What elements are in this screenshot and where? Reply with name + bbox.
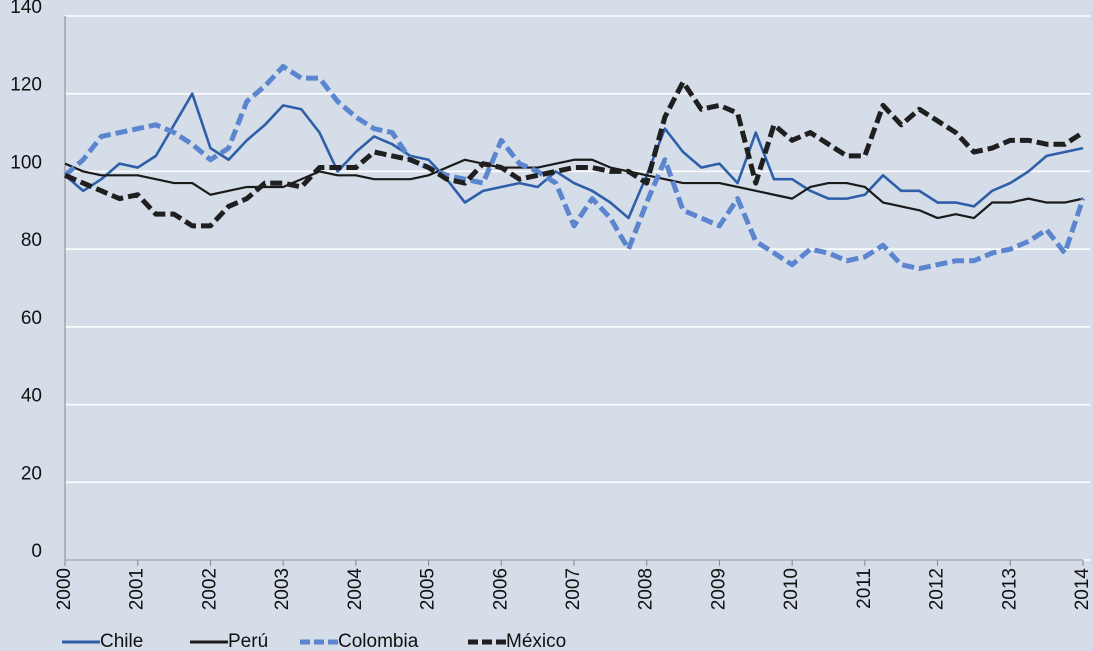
series-line xyxy=(63,64,1086,272)
x-tick-label: 2012 xyxy=(927,568,948,610)
y-tick-label: 120 xyxy=(10,75,42,96)
y-tick-label: 80 xyxy=(21,230,42,251)
legend-label: México xyxy=(506,631,566,651)
x-tick-label: 2001 xyxy=(127,568,148,610)
x-tick-label: 2011 xyxy=(854,568,875,609)
y-tick-label: 0 xyxy=(31,541,42,562)
y-tick-label: 20 xyxy=(21,463,42,484)
x-tick-label: 2000 xyxy=(54,568,75,610)
y-tick-label: 140 xyxy=(10,0,42,18)
legend-label: Colombia xyxy=(338,631,419,651)
series-line xyxy=(64,79,1085,229)
series-line xyxy=(64,92,1084,220)
y-tick-label: 60 xyxy=(21,308,42,329)
x-tick-label: 2009 xyxy=(708,568,729,610)
x-tick-label: 2002 xyxy=(199,568,220,610)
x-tick-label: 2007 xyxy=(563,568,584,610)
legend-label: Perú xyxy=(228,631,268,651)
legend-label: Chile xyxy=(100,631,143,651)
y-tick-label: 40 xyxy=(21,386,42,407)
y-tick-label: 100 xyxy=(10,152,42,173)
x-tick-label: 2008 xyxy=(636,568,657,610)
x-tick-label: 2006 xyxy=(490,568,511,610)
x-tick-label: 2013 xyxy=(999,568,1020,610)
x-tick-label: 2005 xyxy=(418,568,439,610)
x-tick-label: 2014 xyxy=(1072,568,1093,611)
x-tick-label: 2003 xyxy=(272,568,293,610)
series-line xyxy=(64,158,1084,220)
x-tick-label: 2004 xyxy=(345,568,366,611)
x-tick-label: 2010 xyxy=(781,568,802,610)
